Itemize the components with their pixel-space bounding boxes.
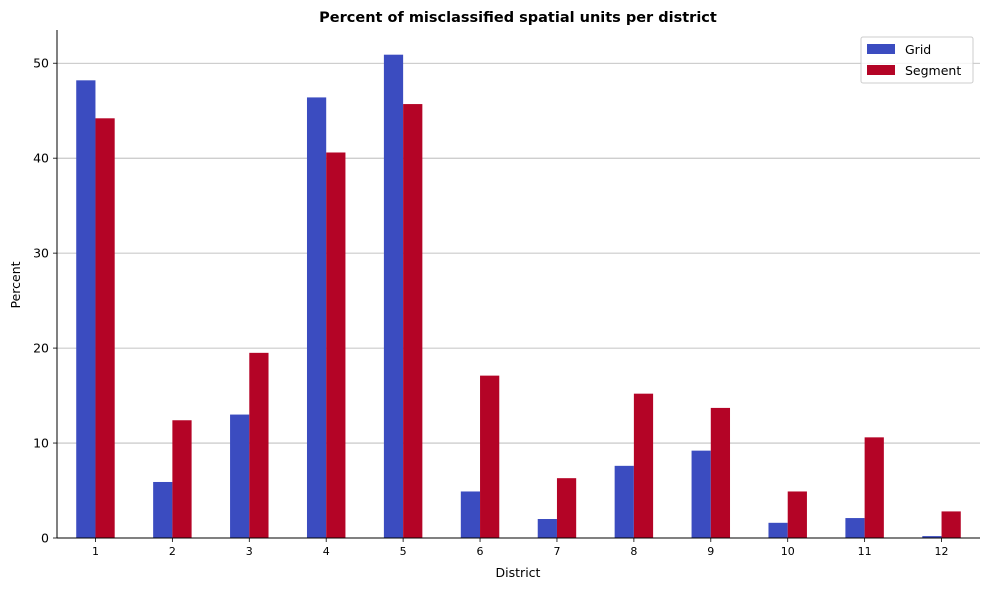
bar-segment-district-6 — [480, 375, 500, 538]
bar-segment-district-3 — [249, 352, 269, 538]
bar-grid-district-2 — [153, 481, 173, 538]
y-tick-label: 0 — [41, 531, 49, 546]
x-tick-label: 3 — [246, 545, 253, 558]
y-axis-label: Percent — [8, 261, 23, 308]
y-tick-label: 30 — [33, 246, 49, 261]
axes — [56, 30, 980, 539]
x-tick-label: 1 — [92, 545, 99, 558]
y-tick-label: 10 — [33, 436, 49, 451]
gridlines — [57, 62, 980, 444]
y-tick-label: 20 — [33, 341, 49, 356]
bar-grid-district-11 — [845, 518, 865, 538]
bar-grid-district-10 — [768, 522, 788, 538]
x-tick-label: 8 — [630, 545, 637, 558]
x-tick-label: 10 — [781, 545, 795, 558]
x-tick-label: 6 — [477, 545, 484, 558]
bar-grid-district-8 — [614, 465, 634, 538]
bar-segment-district-10 — [787, 491, 807, 538]
y-ticks: 0 10 20 30 40 50 — [33, 56, 57, 546]
x-tick-label: 4 — [323, 545, 330, 558]
x-tick-label: 7 — [553, 545, 560, 558]
bar-segment-district-1 — [95, 118, 115, 538]
bar-grid-district-5 — [383, 54, 404, 538]
legend-label-grid: Grid — [905, 42, 931, 57]
x-tick-label: 12 — [935, 545, 949, 558]
y-tick-label: 50 — [33, 56, 49, 71]
bar-grid-district-6 — [460, 491, 481, 538]
bar-grid-district-4 — [306, 97, 327, 539]
bar-segment-district-12 — [941, 511, 961, 538]
bar-grid-district-7 — [537, 519, 557, 538]
bar-segment-district-11 — [864, 437, 884, 538]
bars — [76, 54, 961, 539]
x-tick-label: 2 — [169, 545, 176, 558]
legend-swatch-segment — [867, 65, 895, 75]
x-tick-label: 9 — [707, 545, 714, 558]
chart-title: Percent of misclassified spatial units p… — [319, 10, 717, 26]
legend: Grid Segment — [860, 36, 974, 84]
x-ticks: 1 2 3 4 5 6 7 8 9 10 11 12 — [92, 538, 949, 558]
x-tick-label: 5 — [400, 545, 407, 558]
bar-grid-district-1 — [76, 80, 96, 539]
bar-segment-district-5 — [403, 104, 423, 539]
legend-swatch-grid — [867, 44, 895, 54]
bar-grid-district-9 — [691, 450, 711, 538]
bar-grid-district-3 — [230, 414, 250, 538]
bar-grid-district-12 — [922, 536, 942, 538]
x-axis-label: District — [496, 565, 541, 580]
y-tick-label: 40 — [33, 151, 49, 166]
bar-segment-district-7 — [556, 478, 577, 538]
bar-segment-district-4 — [326, 152, 346, 538]
bar-segment-district-2 — [172, 420, 192, 538]
bar-segment-district-9 — [710, 407, 731, 538]
bar-segment-district-8 — [633, 393, 654, 538]
x-tick-label: 11 — [858, 545, 872, 558]
legend-label-segment: Segment — [905, 63, 961, 78]
